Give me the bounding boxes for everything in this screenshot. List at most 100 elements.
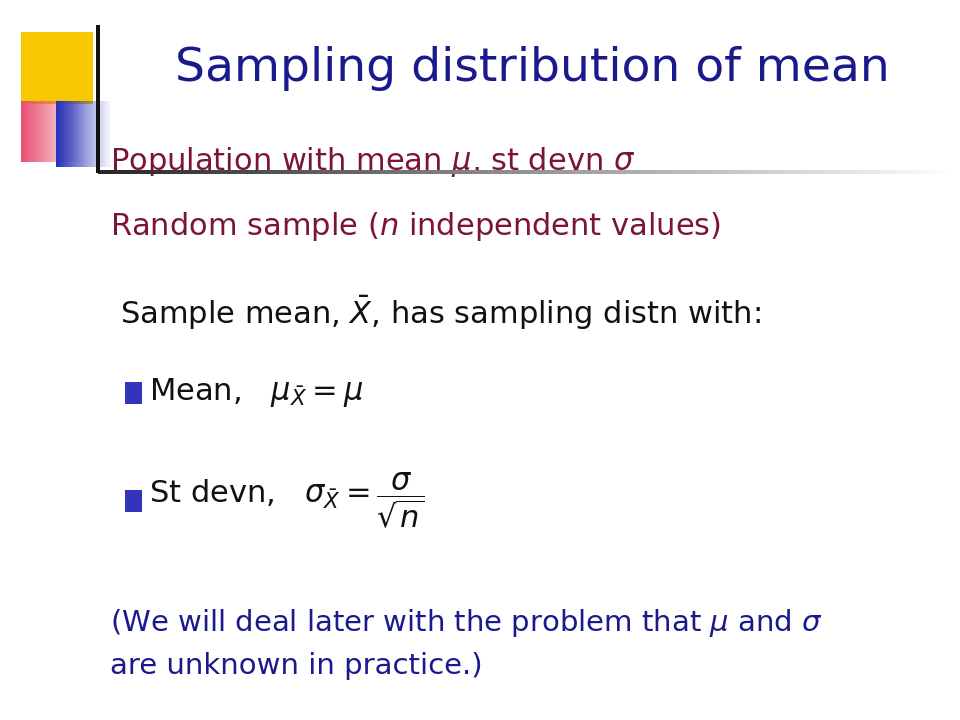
Bar xyxy=(818,170,823,174)
Bar xyxy=(70,101,71,167)
Bar xyxy=(531,170,535,174)
Bar xyxy=(672,170,677,174)
Bar xyxy=(72,101,74,167)
Bar xyxy=(136,170,141,174)
Bar xyxy=(166,170,171,174)
Bar xyxy=(917,170,921,174)
Bar xyxy=(767,170,771,174)
Bar xyxy=(355,170,359,174)
Bar xyxy=(65,101,67,167)
Bar xyxy=(80,101,81,167)
Bar xyxy=(162,170,166,174)
Bar xyxy=(124,170,128,174)
Bar xyxy=(343,170,347,174)
Bar xyxy=(39,101,41,162)
Bar xyxy=(175,170,180,174)
Bar xyxy=(132,170,136,174)
Bar xyxy=(64,101,65,167)
Text: Sample mean, $\bar{X}$, has sampling distn with:: Sample mean, $\bar{X}$, has sampling dis… xyxy=(120,294,761,332)
Bar xyxy=(587,170,590,174)
Bar xyxy=(73,101,74,162)
Bar xyxy=(98,170,102,174)
Bar xyxy=(552,170,557,174)
Bar xyxy=(256,170,261,174)
Bar xyxy=(376,170,381,174)
Bar xyxy=(814,170,818,174)
Bar xyxy=(557,170,561,174)
Bar xyxy=(912,170,917,174)
Bar xyxy=(608,170,612,174)
Bar xyxy=(110,101,111,167)
Bar xyxy=(77,101,78,167)
Bar xyxy=(368,170,372,174)
Bar xyxy=(63,101,64,162)
Bar xyxy=(642,170,647,174)
Bar xyxy=(707,170,710,174)
Bar xyxy=(882,170,887,174)
Bar xyxy=(698,170,703,174)
Bar xyxy=(74,101,76,162)
Bar xyxy=(154,170,158,174)
Bar xyxy=(441,170,445,174)
Bar xyxy=(244,170,248,174)
Bar xyxy=(125,382,142,404)
Bar xyxy=(526,170,531,174)
Bar xyxy=(209,170,214,174)
Bar xyxy=(32,101,34,162)
Bar xyxy=(599,170,604,174)
Bar xyxy=(903,170,908,174)
Bar xyxy=(694,170,698,174)
Bar xyxy=(108,101,110,167)
Bar xyxy=(685,170,689,174)
Bar xyxy=(54,101,56,162)
Bar xyxy=(621,170,625,174)
Bar xyxy=(758,170,762,174)
Bar xyxy=(518,170,522,174)
Bar xyxy=(125,490,142,512)
Bar xyxy=(634,170,638,174)
Bar xyxy=(274,170,278,174)
Bar xyxy=(188,170,192,174)
Bar xyxy=(548,170,552,174)
Bar xyxy=(34,101,36,162)
Bar xyxy=(874,170,878,174)
Bar xyxy=(21,32,93,104)
Bar xyxy=(878,170,882,174)
Bar xyxy=(831,170,835,174)
Bar xyxy=(578,170,583,174)
Bar xyxy=(780,170,783,174)
Bar xyxy=(252,170,256,174)
Bar xyxy=(663,170,668,174)
Bar xyxy=(92,101,93,167)
Bar xyxy=(329,170,334,174)
Bar xyxy=(248,170,252,174)
Bar xyxy=(655,170,660,174)
Bar xyxy=(41,101,43,162)
Bar xyxy=(925,170,929,174)
Bar xyxy=(27,101,29,162)
Bar xyxy=(201,170,205,174)
Bar xyxy=(74,101,75,167)
Bar xyxy=(57,101,59,167)
Bar xyxy=(569,170,574,174)
Bar xyxy=(488,170,492,174)
Bar xyxy=(222,170,227,174)
Bar xyxy=(732,170,736,174)
Bar xyxy=(303,170,308,174)
Bar xyxy=(402,170,406,174)
Bar xyxy=(835,170,839,174)
Bar xyxy=(381,170,385,174)
Bar xyxy=(783,170,788,174)
Bar xyxy=(44,101,46,162)
Bar xyxy=(96,25,100,173)
Bar xyxy=(61,101,63,162)
Bar xyxy=(467,170,470,174)
Bar xyxy=(792,170,797,174)
Bar xyxy=(75,101,77,167)
Bar xyxy=(638,170,642,174)
Bar xyxy=(38,101,40,162)
Bar xyxy=(57,101,59,162)
Bar xyxy=(398,170,402,174)
Bar xyxy=(848,170,852,174)
Bar xyxy=(724,170,728,174)
